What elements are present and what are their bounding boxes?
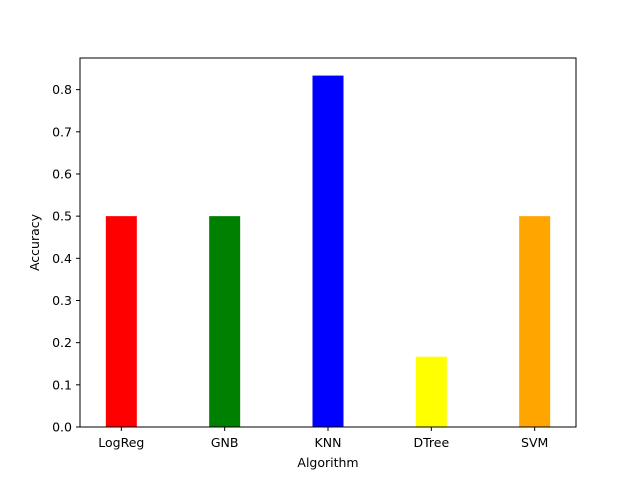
y-tick-label: 0.7	[52, 124, 72, 139]
y-tick-label: 0.4	[52, 251, 72, 266]
x-axis: LogReg GNB KNN DTree SVM	[98, 427, 548, 450]
y-axis: 0.0 0.1 0.2 0.3 0.4 0.5 0.6 0.7 0.8	[52, 82, 80, 435]
x-axis-title: Algorithm	[297, 455, 358, 470]
bar-svm	[519, 216, 551, 427]
bar-gnb	[209, 216, 241, 427]
y-tick-label: 0.8	[52, 82, 72, 97]
x-tick-label: LogReg	[98, 435, 144, 450]
x-tick-label: DTree	[413, 435, 449, 450]
bars-layer	[105, 75, 551, 428]
y-axis-title: Accuracy	[27, 213, 42, 271]
x-tick-label: SVM	[521, 435, 548, 450]
y-tick-label: 0.2	[52, 335, 72, 350]
bar-dtree	[415, 356, 447, 427]
y-tick-label: 0.1	[52, 377, 72, 392]
x-tick-label: KNN	[315, 435, 342, 450]
y-tick-label: 0.3	[52, 293, 72, 308]
x-tick-label: GNB	[211, 435, 239, 450]
bar-knn	[312, 75, 344, 428]
bar-logreg	[105, 216, 137, 427]
y-tick-label: 0.0	[52, 420, 72, 435]
y-tick-label: 0.5	[52, 209, 72, 224]
y-tick-label: 0.6	[52, 166, 72, 181]
